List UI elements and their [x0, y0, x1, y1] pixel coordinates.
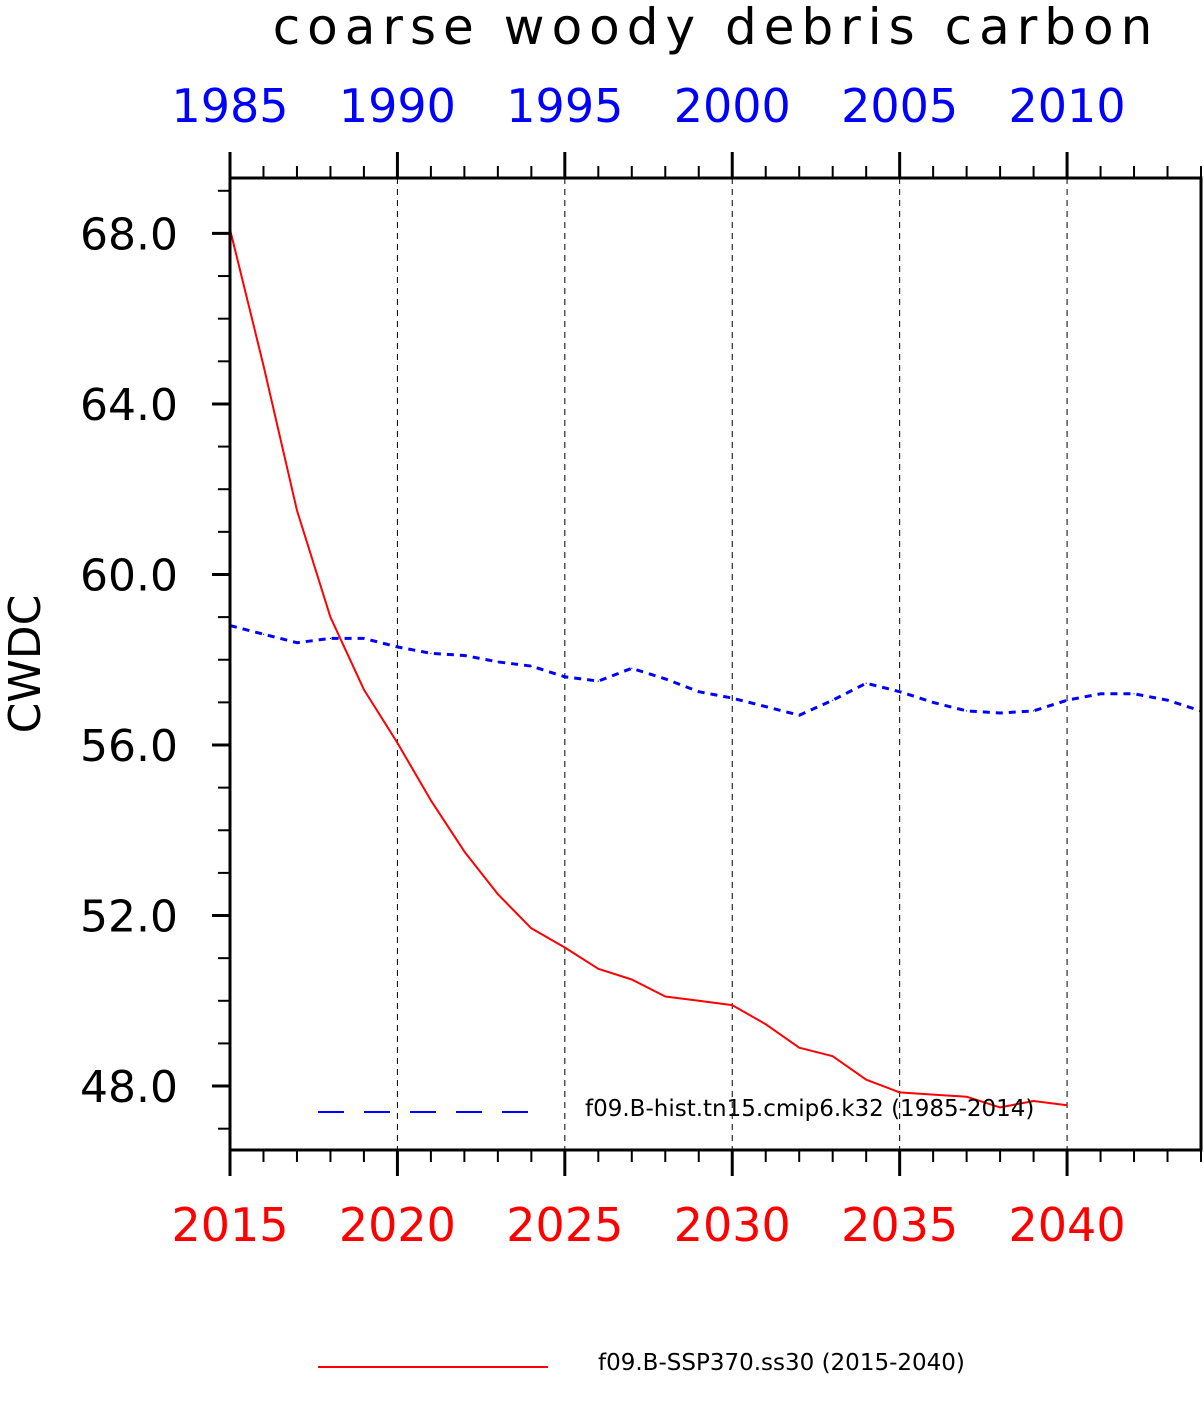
- legend-line-ssp: [318, 1366, 548, 1368]
- bottom-tick-label-2040: 2040: [1009, 1198, 1126, 1252]
- data-point-1-2027: [631, 978, 633, 981]
- axis-ticks: [212, 152, 1202, 1176]
- y-axis-label: CWDC: [0, 595, 51, 734]
- data-point-0-1986: [262, 633, 265, 635]
- data-point-0-2005: [899, 691, 901, 693]
- top-tick-label-1985: 1985: [171, 79, 288, 133]
- data-point-1-2037: [966, 1096, 968, 1098]
- legend-label-hist: f09.B-hist.tn15.cmip6.k32 (1985-2014): [585, 1096, 1035, 1122]
- data-point-0-1993: [497, 661, 499, 663]
- data-point-1-2039: [1033, 1100, 1035, 1102]
- data-point-1-2028: [664, 995, 666, 998]
- series-line-0: [229, 624, 1202, 717]
- data-point-0-2011: [1100, 693, 1102, 695]
- data-point-1-2032: [798, 1047, 800, 1049]
- y-tick-label-52.0: 52.0: [80, 892, 178, 943]
- data-point-1-2030: [731, 1004, 733, 1006]
- data-point-0-1997: [631, 667, 633, 669]
- data-point-1-2034: [865, 1079, 867, 1081]
- data-point-1-2024: [530, 927, 532, 929]
- top-tick-label-2005: 2005: [841, 79, 958, 133]
- data-point-1-2026: [597, 968, 599, 970]
- bottom-tick-label-2020: 2020: [339, 1198, 456, 1252]
- chart-title: coarse woody debris carbon: [273, 0, 1160, 56]
- data-point-1-2017: [296, 509, 298, 512]
- data-point-1-2018: [329, 616, 331, 618]
- data-point-0-1987: [296, 642, 298, 644]
- y-tick-label-48.0: 48.0: [80, 1062, 178, 1113]
- legend-line-hist: [318, 1111, 548, 1113]
- data-point-1-2022: [463, 851, 465, 853]
- data-point-1-2033: [832, 1055, 834, 1057]
- data-point-0-2004: [865, 682, 867, 684]
- bottom-tick-label-2030: 2030: [674, 1198, 791, 1252]
- legend-label-ssp: f09.B-SSP370.ss30 (2015-2040): [598, 1350, 965, 1376]
- data-point-0-2009: [1033, 710, 1035, 712]
- data-point-1-2025: [564, 946, 566, 949]
- data-point-0-2010: [1066, 699, 1068, 701]
- y-tick-label-60.0: 60.0: [80, 550, 178, 601]
- top-tick-label-1990: 1990: [339, 79, 456, 133]
- data-point-1-2036: [932, 1094, 934, 1096]
- data-point-0-2013: [1166, 699, 1169, 701]
- bottom-tick-label-2015: 2015: [171, 1198, 288, 1252]
- data-point-1-2029: [698, 1000, 700, 1002]
- series-layer: [229, 228, 1202, 1109]
- data-point-1-2040: [1066, 1104, 1068, 1106]
- data-point-0-2000: [731, 697, 733, 699]
- top-tick-label-2000: 2000: [674, 79, 791, 133]
- data-point-0-1988: [329, 637, 331, 640]
- data-point-0-1989: [363, 637, 365, 640]
- y-tick-label-68.0: 68.0: [80, 209, 178, 260]
- data-point-0-1996: [597, 680, 599, 682]
- data-point-1-2035: [899, 1091, 901, 1093]
- data-point-0-1998: [664, 678, 666, 680]
- data-point-1-2020: [396, 742, 398, 744]
- data-point-1-2019: [363, 689, 365, 691]
- data-point-0-2003: [832, 699, 834, 701]
- top-tick-label-2010: 2010: [1009, 79, 1126, 133]
- data-point-0-1995: [564, 676, 566, 678]
- grid-lines: [396, 178, 1068, 1150]
- data-point-1-2021: [430, 799, 432, 802]
- series-line-1: [229, 228, 1068, 1109]
- data-point-0-1994: [530, 665, 532, 667]
- data-point-0-1990: [396, 646, 398, 648]
- data-point-0-2002: [798, 714, 800, 716]
- data-point-0-2007: [966, 710, 968, 712]
- bottom-tick-label-2025: 2025: [506, 1198, 623, 1252]
- y-tick-label-64.0: 64.0: [80, 380, 178, 431]
- data-point-0-1999: [698, 691, 700, 693]
- data-point-1-2023: [497, 893, 499, 895]
- data-point-0-2001: [765, 706, 767, 708]
- bottom-tick-label-2035: 2035: [841, 1198, 958, 1252]
- data-point-0-1992: [463, 654, 465, 657]
- top-tick-label-1995: 1995: [506, 79, 623, 133]
- data-point-1-2038: [999, 1106, 1001, 1108]
- data-point-1-2031: [765, 1023, 767, 1025]
- data-point-0-2006: [932, 701, 934, 704]
- data-point-0-1991: [430, 652, 432, 654]
- tick-labels: 2015 2020 2025 2030 2035 2040 1985 1990 1995 2000…: [80, 79, 1126, 1252]
- data-point-0-2008: [999, 712, 1001, 714]
- data-point-0-2012: [1133, 693, 1135, 695]
- data-point-1-2016: [262, 365, 265, 367]
- plot-frame: [228, 176, 1203, 1152]
- y-tick-label-56.0: 56.0: [80, 721, 178, 772]
